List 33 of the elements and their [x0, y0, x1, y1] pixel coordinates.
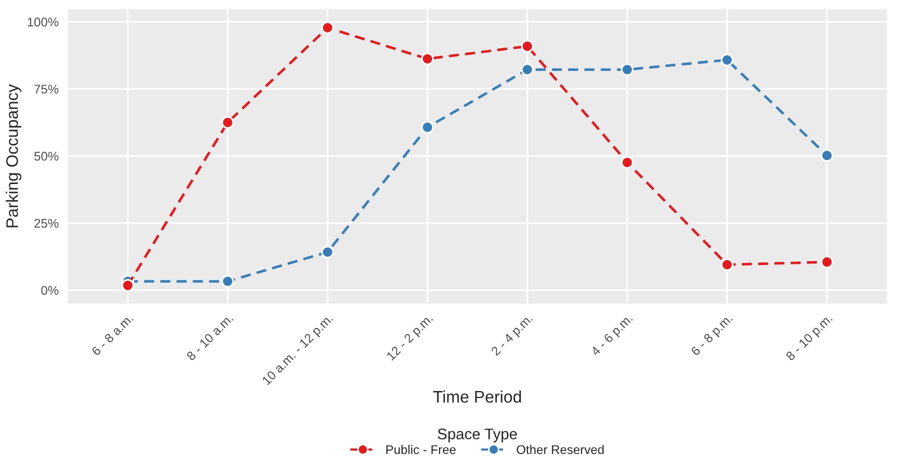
point — [221, 274, 234, 288]
x-axis-title: Time Period — [433, 390, 521, 403]
point — [421, 120, 434, 134]
x-tick-label: 8 - 10 a.m. — [186, 314, 234, 361]
legend-label: Public - Free — [386, 444, 456, 454]
x-tick-label: 12 - 2 p.m. — [386, 314, 435, 362]
x-tick-label: 6 - 8 p.m. — [690, 314, 735, 358]
y-axis-title: Parking Occupancy — [6, 84, 22, 228]
point — [820, 149, 834, 162]
legend-label: Other Reserved — [516, 444, 604, 454]
x-tick-label: 10 a.m. - 12 p.m. — [262, 314, 336, 387]
point — [321, 246, 334, 258]
y-tick-label: 50% — [34, 152, 58, 161]
y-tick-label: 100% — [28, 18, 58, 26]
legend-title: Space Type — [438, 428, 517, 442]
point — [321, 21, 334, 34]
point — [520, 63, 534, 76]
point — [620, 63, 634, 76]
point — [520, 40, 534, 53]
x-tick-label: 8 - 10 p.m. — [785, 314, 834, 363]
point — [221, 116, 234, 129]
point — [620, 156, 634, 169]
x-tick-label: 4 - 6 p.m. — [590, 314, 635, 358]
x-tick-label: 6 - 8 a.m. — [91, 314, 134, 356]
point — [421, 52, 434, 66]
point — [121, 278, 134, 292]
y-tick-label: 0% — [41, 286, 58, 295]
x-tick-label: 2 - 4 p.m. — [490, 314, 535, 358]
y-tick-label: 75% — [34, 84, 58, 94]
point — [720, 258, 734, 272]
point — [720, 54, 734, 66]
y-tick-label: 25% — [34, 218, 58, 228]
point — [820, 256, 834, 268]
